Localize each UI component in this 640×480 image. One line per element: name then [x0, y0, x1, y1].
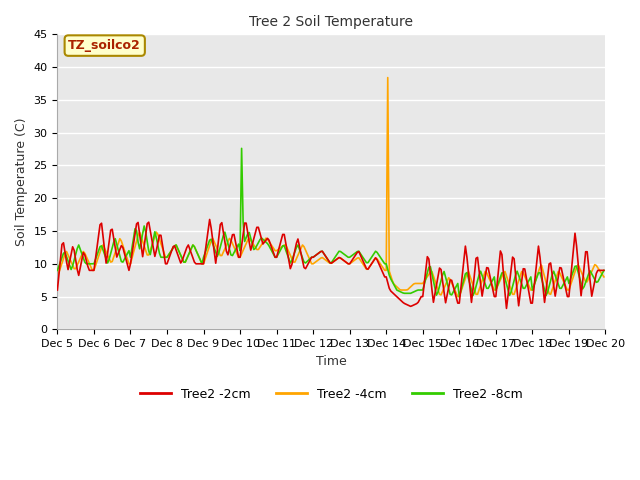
X-axis label: Time: Time	[316, 355, 347, 368]
Text: TZ_soilco2: TZ_soilco2	[68, 39, 141, 52]
Y-axis label: Soil Temperature (C): Soil Temperature (C)	[15, 118, 28, 246]
Title: Tree 2 Soil Temperature: Tree 2 Soil Temperature	[250, 15, 413, 29]
Legend: Tree2 -2cm, Tree2 -4cm, Tree2 -8cm: Tree2 -2cm, Tree2 -4cm, Tree2 -8cm	[135, 383, 528, 406]
